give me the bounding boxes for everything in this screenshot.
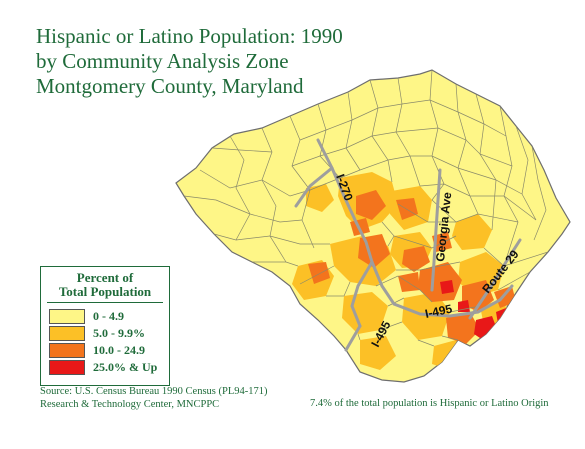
legend-swatch (49, 326, 85, 341)
legend-swatch (49, 360, 85, 375)
legend-item: 25.0% & Up (41, 359, 169, 376)
legend-items: 0 - 4.9 5.0 - 9.9% 10.0 - 24.9 25.0% & U… (41, 308, 169, 376)
legend-title-line-1: Percent of (76, 270, 134, 285)
source-line-2: Research & Technology Center, MNCPPC (40, 399, 220, 410)
title-line-3: Montgomery County, Maryland (36, 74, 304, 98)
i495-east-label: I-495 (424, 301, 454, 320)
legend-item: 10.0 - 24.9 (41, 342, 169, 359)
title-line-2: by Community Analysis Zone (36, 49, 289, 73)
legend-swatch (49, 309, 85, 324)
legend-label: 25.0% & Up (93, 360, 158, 374)
legend-swatch (49, 343, 85, 358)
legend-divider (47, 302, 163, 303)
highways (294, 138, 522, 352)
zone-boundaries (183, 70, 549, 347)
source-citation: Source: U.S. Census Bureau 1990 Census (… (40, 385, 267, 411)
population-note: 7.4% of the total population is Hispanic… (310, 398, 549, 409)
title-line-1: Hispanic or Latino Population: 1990 (36, 24, 343, 48)
legend-title: Percent of Total Population (41, 271, 169, 303)
legend-item: 5.0 - 9.9% (41, 325, 169, 342)
legend-label: 5.0 - 9.9% (93, 326, 145, 340)
legend-label: 10.0 - 24.9 (93, 343, 145, 357)
source-line-1: Source: U.S. Census Bureau 1990 Census (… (40, 386, 268, 397)
legend: Percent of Total Population 0 - 4.9 5.0 … (40, 266, 170, 386)
legend-item: 0 - 4.9 (41, 308, 169, 325)
legend-title-line-2: Total Population (58, 284, 152, 299)
legend-label: 0 - 4.9 (93, 309, 124, 323)
map-title: Hispanic or Latino Population: 1990 by C… (36, 24, 343, 99)
